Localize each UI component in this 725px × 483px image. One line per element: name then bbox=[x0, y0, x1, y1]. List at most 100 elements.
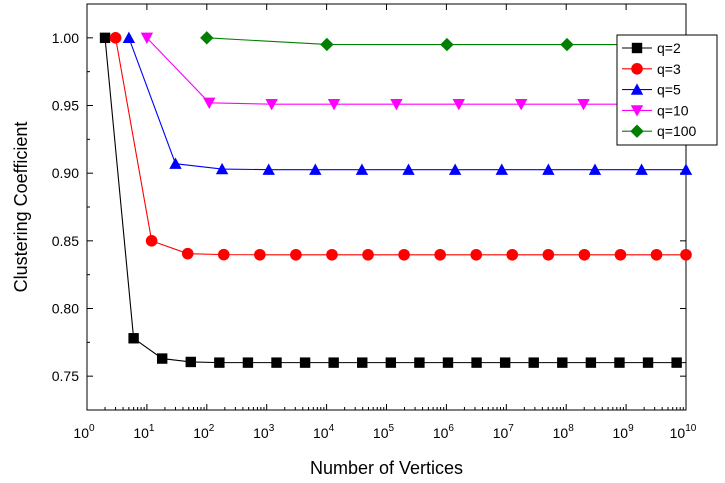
legend-marker bbox=[631, 42, 643, 54]
data-point bbox=[299, 357, 311, 368]
data-point bbox=[614, 248, 627, 261]
data-point bbox=[452, 98, 465, 111]
data-point bbox=[680, 248, 692, 261]
data-point bbox=[679, 163, 693, 175]
data-point bbox=[214, 357, 225, 368]
data-point bbox=[355, 163, 369, 175]
x-tick-label: 101 bbox=[133, 423, 155, 441]
data-point bbox=[671, 357, 682, 368]
data-point bbox=[642, 357, 654, 368]
legend-label: q=2 bbox=[657, 40, 681, 56]
x-tick-label: 104 bbox=[313, 423, 335, 441]
series-q=5 bbox=[122, 31, 693, 175]
x-tick-label: 108 bbox=[553, 423, 575, 441]
data-point bbox=[588, 163, 602, 175]
legend-item: q=2 bbox=[622, 40, 681, 56]
plot-area bbox=[86, 3, 687, 411]
data-point bbox=[614, 357, 625, 368]
series-line bbox=[146, 37, 686, 105]
series-q=2 bbox=[99, 32, 686, 368]
data-point bbox=[434, 248, 446, 261]
series-q=3 bbox=[109, 32, 692, 261]
series-q=100 bbox=[200, 31, 686, 52]
data-point bbox=[99, 32, 111, 44]
legend: q=2 q=3 q=5 q=10 q=100 bbox=[616, 34, 718, 146]
data-point bbox=[254, 248, 266, 261]
data-point bbox=[200, 31, 214, 45]
data-point bbox=[122, 31, 136, 44]
data-point bbox=[185, 356, 196, 368]
data-point bbox=[328, 357, 339, 368]
legend-marker bbox=[631, 63, 643, 75]
legend-label: q=100 bbox=[657, 123, 697, 139]
data-point bbox=[242, 357, 254, 368]
x-tick-label: 103 bbox=[253, 423, 275, 441]
x-tick-label: 107 bbox=[493, 423, 515, 441]
data-point bbox=[440, 37, 454, 52]
plot-frame bbox=[86, 3, 687, 411]
data-point bbox=[265, 98, 278, 111]
series-layer bbox=[99, 31, 693, 368]
legend-item: q=3 bbox=[622, 61, 681, 77]
legend-label: q=5 bbox=[657, 82, 681, 98]
data-point bbox=[156, 353, 168, 364]
data-point bbox=[542, 248, 555, 261]
data-point bbox=[217, 248, 230, 261]
data-point bbox=[499, 357, 511, 368]
x-tick-label: 100 bbox=[73, 423, 95, 441]
y-axis: 0.75 0.80 0.85 0.90 0.95 1.00 bbox=[52, 30, 686, 384]
data-point bbox=[390, 98, 403, 111]
data-point bbox=[585, 357, 597, 368]
data-point bbox=[528, 357, 539, 368]
data-point bbox=[181, 247, 194, 260]
data-point bbox=[309, 163, 322, 175]
data-point bbox=[140, 32, 154, 45]
x-tick-label: 106 bbox=[433, 423, 455, 441]
data-point bbox=[326, 248, 338, 261]
data-point bbox=[470, 248, 483, 261]
legend-marker bbox=[630, 124, 644, 138]
y-tick-label: 0.90 bbox=[52, 165, 79, 181]
legend-marker bbox=[630, 83, 644, 95]
data-point bbox=[448, 163, 462, 175]
data-point bbox=[557, 357, 568, 368]
data-point bbox=[109, 32, 122, 44]
y-tick-label: 0.95 bbox=[52, 98, 79, 114]
legend-item: q=5 bbox=[622, 82, 681, 98]
y-axis-title: Clustering Coefficient bbox=[11, 122, 31, 293]
data-point bbox=[506, 248, 519, 261]
data-point bbox=[362, 248, 374, 261]
x-tick-label: 1010 bbox=[670, 423, 697, 441]
legend-label: q=3 bbox=[657, 61, 681, 77]
y-tick-label: 0.85 bbox=[52, 233, 79, 249]
legend-marker bbox=[630, 105, 644, 117]
series-line bbox=[115, 37, 686, 256]
data-point bbox=[320, 37, 334, 52]
legend-item: q=10 bbox=[622, 102, 689, 118]
data-point bbox=[560, 37, 574, 52]
data-point bbox=[271, 357, 282, 368]
data-point bbox=[357, 357, 368, 368]
data-point bbox=[578, 248, 591, 261]
data-point bbox=[495, 163, 508, 175]
y-tick-label: 1.00 bbox=[52, 30, 79, 46]
data-point bbox=[414, 357, 425, 368]
data-point bbox=[542, 163, 555, 175]
data-point bbox=[215, 162, 229, 175]
data-point bbox=[635, 163, 648, 175]
data-point bbox=[577, 98, 590, 111]
x-tick-label: 109 bbox=[613, 423, 635, 441]
data-point bbox=[398, 248, 410, 261]
data-point bbox=[262, 163, 275, 175]
data-point bbox=[145, 235, 158, 247]
data-point bbox=[442, 357, 454, 368]
series-line bbox=[104, 37, 686, 364]
data-point bbox=[514, 98, 528, 111]
x-axis: 100 101 102 103 104 105 106 107 108 109 1010 bbox=[73, 4, 697, 441]
x-tick-label: 105 bbox=[373, 423, 395, 441]
data-point bbox=[128, 333, 139, 344]
data-point bbox=[203, 97, 216, 109]
legend-label: q=10 bbox=[657, 102, 689, 118]
data-point bbox=[402, 163, 415, 175]
